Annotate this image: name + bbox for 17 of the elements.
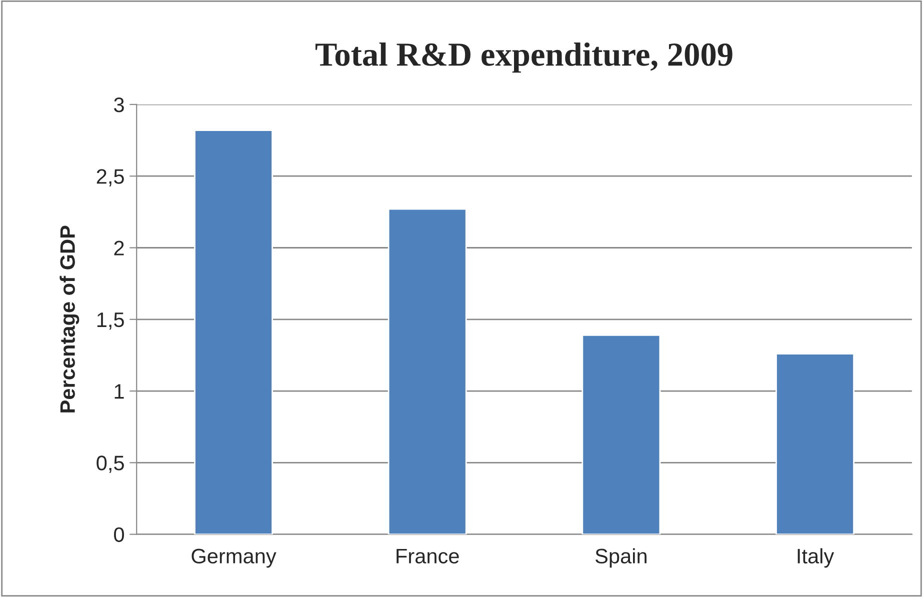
x-tick-label: France [396,548,459,564]
y-tick-label: 1 [114,384,124,399]
bar [582,334,661,534]
x-tick-label: Italy [798,548,834,568]
chart-title: Total R&D expenditure, 2009 [316,42,732,73]
y-axis-title: Percentage of GDP [60,226,80,412]
bar [388,208,467,534]
bar [776,353,854,534]
y-tick-label: 0 [114,527,124,542]
bar [194,130,273,534]
x-tick-label: Spain [595,548,646,568]
y-tick-label: 0,5 [96,456,124,473]
y-tick-label: 3 [114,97,124,112]
x-tick-label: Germany [192,548,276,568]
y-tick-label: 2,5 [96,169,124,186]
y-tick-label: 2 [114,240,124,256]
y-tick-label: 1,5 [97,312,124,330]
